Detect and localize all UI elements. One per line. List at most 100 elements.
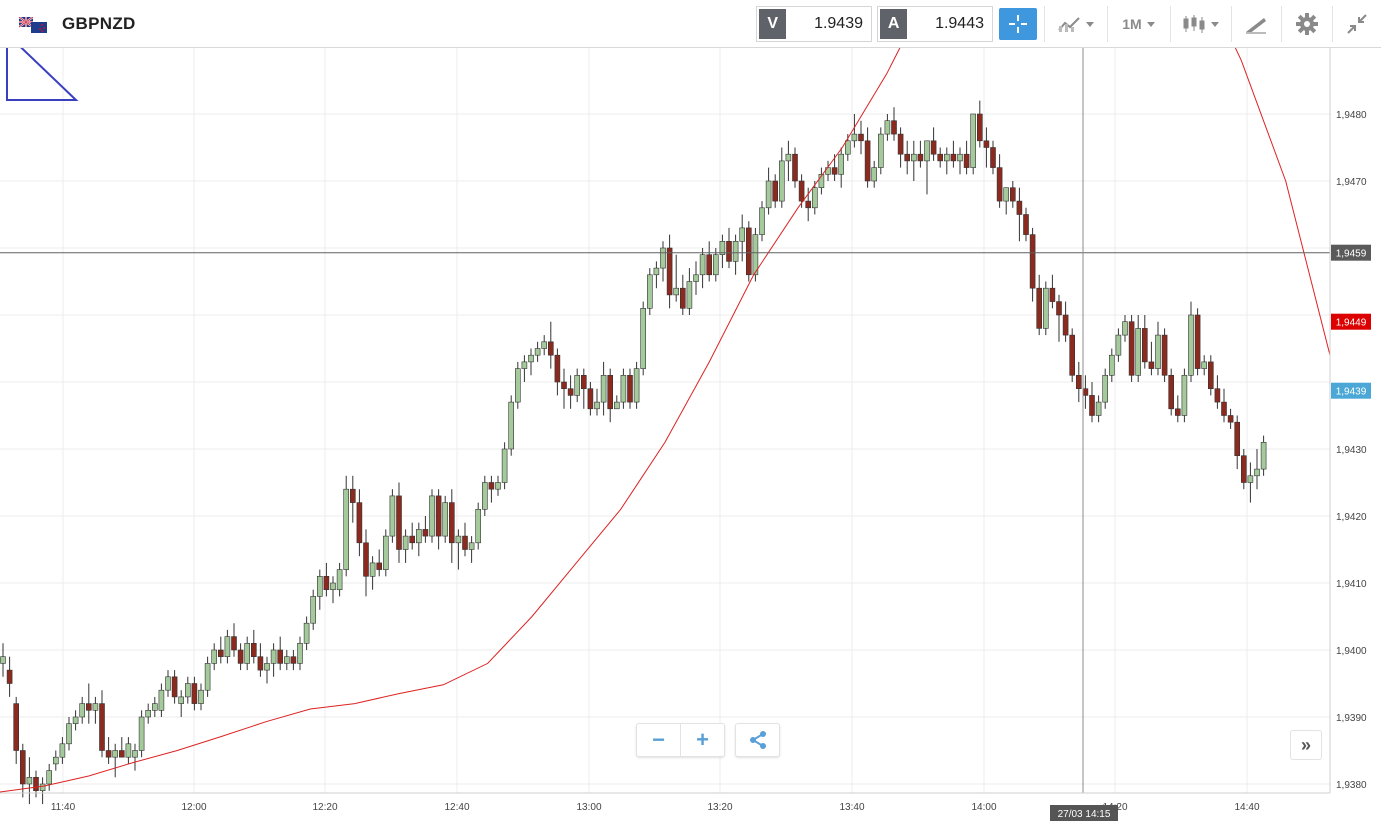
candle-body-up bbox=[112, 750, 118, 758]
candle bbox=[376, 549, 383, 577]
candle-body-up bbox=[26, 776, 33, 785]
candle-body-up bbox=[224, 636, 231, 657]
chart-type-button[interactable] bbox=[1170, 6, 1230, 42]
collapse-button[interactable] bbox=[1332, 6, 1380, 42]
candle bbox=[990, 140, 996, 175]
candle bbox=[752, 227, 759, 282]
candle-body-up bbox=[0, 656, 6, 664]
candle bbox=[191, 676, 198, 711]
candle-body-down bbox=[191, 683, 198, 704]
indicators-button[interactable] bbox=[1044, 6, 1106, 42]
candle bbox=[138, 710, 145, 758]
candle bbox=[673, 254, 680, 302]
candle bbox=[495, 475, 501, 496]
candle bbox=[455, 529, 462, 570]
candle-body-down bbox=[1062, 314, 1069, 336]
settings-button[interactable] bbox=[1281, 6, 1331, 42]
candle-body-down bbox=[1221, 401, 1227, 416]
candle bbox=[13, 696, 19, 764]
candle bbox=[1003, 187, 1010, 215]
scroll-right-button[interactable]: » bbox=[1290, 730, 1322, 760]
candle-body-up bbox=[739, 227, 746, 242]
candle-body-up bbox=[712, 254, 719, 276]
candle bbox=[237, 643, 244, 671]
candle-body-up bbox=[851, 133, 858, 142]
candle bbox=[1122, 315, 1128, 342]
candle-body-down bbox=[963, 153, 970, 168]
candle-body-down bbox=[99, 703, 105, 751]
candle bbox=[501, 442, 508, 490]
price-badge: 1,9459 bbox=[1331, 244, 1371, 261]
candle-body-up bbox=[600, 374, 607, 403]
candle-body-up bbox=[79, 703, 85, 718]
candle-body-up bbox=[1260, 441, 1267, 470]
candle bbox=[633, 361, 640, 409]
candle-body-down bbox=[363, 542, 369, 577]
candle bbox=[79, 696, 85, 724]
candle-body-down bbox=[937, 153, 944, 162]
share-button[interactable] bbox=[735, 723, 780, 757]
symbol-title: GBPNZD bbox=[62, 14, 136, 33]
candle-body-down bbox=[1208, 361, 1214, 389]
candle-body-up bbox=[92, 703, 99, 711]
sell-quote-button[interactable]: V 1.9439 bbox=[756, 6, 872, 42]
candle-body-up bbox=[1115, 334, 1122, 356]
price-badges: 1,9459 1,9449 1,9439 bbox=[1331, 244, 1371, 399]
candle-body-down bbox=[666, 247, 673, 296]
candle-body-down bbox=[805, 200, 812, 209]
candle bbox=[488, 475, 495, 503]
candle-body-down bbox=[792, 153, 798, 182]
candle-body-up bbox=[264, 663, 270, 671]
price-chart[interactable]: 1,9380 1,9390 1,9400 1,9410 1,9420 1,9430 1,94… bbox=[0, 48, 1381, 825]
candle-body-up bbox=[620, 374, 627, 403]
candle-body-up bbox=[198, 689, 204, 704]
drawn-triangle[interactable] bbox=[6, 48, 79, 101]
timeframe-button[interactable]: 1M bbox=[1107, 6, 1169, 42]
crosshair-button[interactable] bbox=[999, 8, 1037, 40]
candle bbox=[561, 368, 567, 409]
candle bbox=[1201, 355, 1207, 376]
candle-body-up bbox=[594, 401, 600, 410]
candle bbox=[1208, 355, 1214, 396]
candle-body-up bbox=[508, 401, 515, 450]
zoom-in-button[interactable]: + bbox=[680, 724, 724, 756]
candle bbox=[759, 201, 765, 242]
candle bbox=[415, 522, 422, 557]
candle bbox=[1082, 375, 1089, 409]
draw-tools-button[interactable] bbox=[1231, 6, 1280, 42]
buy-price: 1.9443 bbox=[935, 15, 984, 32]
candle bbox=[772, 174, 779, 208]
candle bbox=[521, 355, 528, 382]
candle-body-up bbox=[1181, 374, 1188, 416]
candle-body-down bbox=[376, 562, 383, 570]
crosshair-icon bbox=[1009, 15, 1027, 33]
candle-body-down bbox=[86, 703, 92, 711]
candle-body-up bbox=[752, 234, 759, 276]
candle bbox=[1115, 328, 1122, 362]
candle bbox=[396, 482, 402, 563]
candle bbox=[877, 127, 884, 175]
candle bbox=[310, 589, 317, 630]
candle-body-down bbox=[897, 133, 904, 155]
candle-body-up bbox=[52, 756, 59, 765]
candle-body-up bbox=[693, 274, 699, 282]
sell-price: 1.9439 bbox=[814, 15, 863, 32]
candle bbox=[1089, 382, 1095, 423]
candle-body-down bbox=[1148, 361, 1155, 369]
candle-body-up bbox=[732, 241, 739, 262]
candle-body-up bbox=[957, 153, 963, 162]
candle-body-down bbox=[19, 750, 26, 785]
candle bbox=[528, 348, 534, 376]
candle bbox=[679, 274, 686, 315]
candle-body-up bbox=[1135, 328, 1141, 376]
candle-body-down bbox=[435, 495, 442, 537]
candle-body-down bbox=[930, 140, 937, 155]
candle bbox=[693, 261, 699, 295]
zoom-out-button[interactable]: − bbox=[652, 727, 665, 752]
candle-body-up bbox=[39, 783, 46, 791]
candle bbox=[152, 696, 158, 717]
x-tick-label: 13:40 bbox=[839, 802, 864, 813]
candle bbox=[264, 656, 270, 684]
candle-body-up bbox=[844, 140, 851, 155]
buy-quote-button[interactable]: A 1.9443 bbox=[877, 6, 993, 42]
